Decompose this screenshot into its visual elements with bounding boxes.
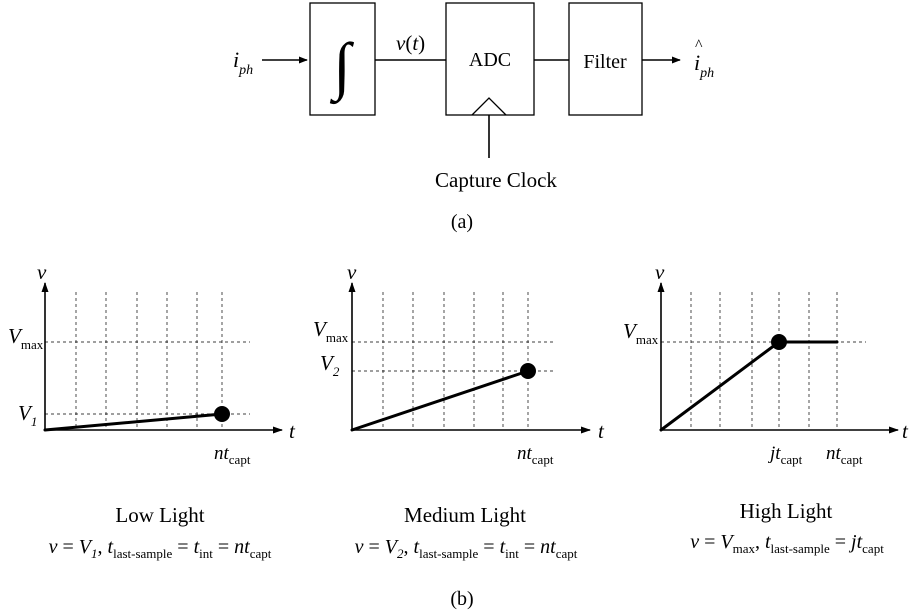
- medium-light-equation: v = V2, tlast-sample = tint = ntcapt: [355, 536, 578, 561]
- caption-a: (a): [451, 211, 473, 233]
- low-light-equation: v = V1, tlast-sample = tint = ntcapt: [49, 536, 272, 561]
- integration-ramp: [43, 412, 224, 432]
- vmax-label: Vmax: [313, 317, 349, 345]
- x-tick-ntcapt: ntcapt: [517, 443, 554, 467]
- input-current-label: iph: [233, 47, 253, 78]
- x-tick-jtcapt: jtcapt: [767, 443, 803, 467]
- t-axis-label: t: [598, 419, 605, 443]
- vmax-label: Vmax: [8, 324, 44, 352]
- vmax-label: Vmax: [623, 319, 659, 347]
- v2-label: V2: [320, 351, 340, 379]
- last-sample-dot: [771, 334, 787, 350]
- medium-light-title: Medium Light: [404, 503, 526, 527]
- last-sample-dot: [520, 363, 536, 379]
- v-axis-label: v: [655, 260, 665, 284]
- x-tick-ntcapt: ntcapt: [214, 443, 251, 467]
- integral-symbol: ∫: [329, 30, 354, 105]
- v-axis-label: v: [37, 260, 47, 284]
- v1-label: V1: [18, 401, 37, 429]
- x-tick-ntcapt: ntcapt: [826, 443, 863, 467]
- high-light-equation: v = Vmax, tlast-sample = jtcapt: [690, 531, 884, 556]
- t-axis-label: t: [289, 419, 296, 443]
- output-hat: ^: [695, 37, 703, 54]
- t-axis-label: t: [902, 419, 909, 443]
- caption-b: (b): [450, 588, 473, 610]
- clock-input-triangle: [471, 97, 507, 116]
- adc-label: ADC: [469, 49, 511, 71]
- low-light-title: Low Light: [115, 503, 204, 527]
- high-light-title: High Light: [740, 499, 833, 523]
- last-sample-dot: [214, 406, 230, 422]
- block-diagram: iph ∫ v(t) ADC Capture Clock Filter ^ ip…: [233, 2, 714, 233]
- capture-clock-label: Capture Clock: [435, 168, 557, 192]
- integrator-block: [309, 2, 376, 116]
- filter-block: [568, 2, 643, 116]
- signal-v-label: v(t): [396, 31, 425, 55]
- v-axis-label: v: [347, 260, 357, 284]
- integration-ramp: [350, 369, 530, 432]
- low-light-plot: v t Vmax V1 ntcapt Low Light v = V1, tla…: [8, 260, 296, 561]
- high-light-plot: v t Vmax jtcapt ntcapt High Light v = Vm…: [623, 260, 909, 556]
- integration-ramp: [659, 340, 781, 432]
- output-estimate-label: iph: [694, 50, 714, 81]
- filter-label: Filter: [583, 51, 627, 73]
- medium-light-plot: v t Vmax V2 ntcapt Medium Light v = V2, …: [313, 260, 605, 561]
- adc-block: [445, 2, 535, 116]
